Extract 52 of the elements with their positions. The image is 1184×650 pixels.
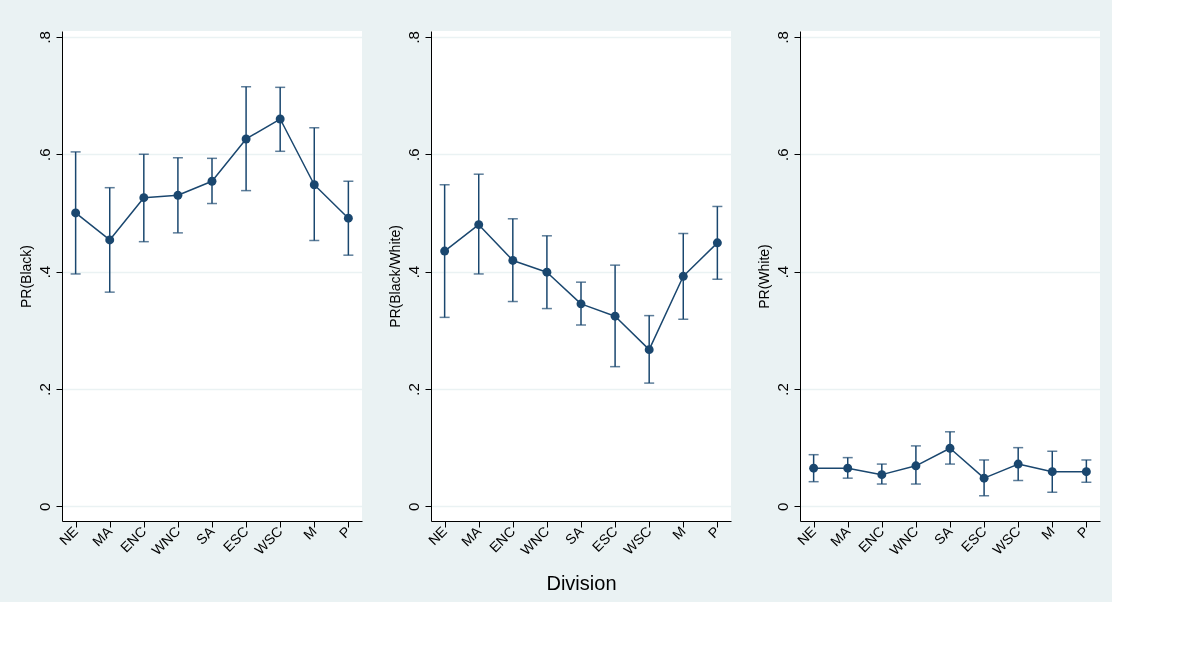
y-tick-label: 0 [773, 502, 791, 511]
point [474, 220, 484, 230]
y-axis-title: PR(White) [755, 244, 772, 309]
y-tick-label: .8 [35, 31, 53, 44]
x-tick-label: M [300, 523, 320, 543]
y-tick-label: .2 [773, 383, 791, 396]
point [678, 271, 688, 281]
point [508, 255, 518, 265]
y-tick-label: .2 [35, 383, 53, 396]
y-tick-label: .6 [35, 148, 53, 161]
point [309, 180, 319, 190]
y-tick-label: 0 [404, 502, 422, 511]
x-tick-label: M [669, 523, 689, 543]
y-tick-label: .6 [773, 148, 791, 161]
point [105, 235, 115, 245]
y-tick-label: .4 [404, 265, 422, 279]
x-tick-label: P [704, 523, 723, 542]
point [241, 134, 251, 144]
point [207, 176, 217, 186]
point [610, 311, 620, 321]
x-tick-label: NE [425, 523, 451, 549]
point [712, 238, 722, 248]
point [71, 208, 81, 218]
point [139, 193, 149, 203]
x-tick-label: NE [794, 523, 820, 549]
y-tick-label: 0 [35, 502, 53, 511]
x-tick-label: MA [827, 522, 854, 550]
y-tick-label: .4 [773, 265, 791, 279]
y-axis-title: PR(Black/White) [386, 225, 403, 328]
x-tick-label: M [1038, 523, 1058, 543]
x-tick-label: MA [89, 522, 116, 550]
point [644, 345, 654, 355]
point [275, 114, 285, 124]
point [542, 267, 552, 277]
x-axis-title: Division [546, 572, 617, 595]
point [440, 246, 450, 256]
x-tick-label: NE [56, 523, 82, 549]
x-tick-label: P [335, 523, 354, 542]
x-tick-label: MA [458, 522, 485, 550]
point [173, 190, 183, 200]
y-tick-label: .8 [404, 31, 422, 44]
y-axis-title: PR(Black) [17, 244, 34, 309]
y-tick-label: .2 [404, 383, 422, 396]
y-tick-label: .4 [35, 265, 53, 279]
y-tick-label: .6 [404, 148, 422, 161]
x-tick-label: SA [192, 522, 218, 548]
y-tick-label: .8 [773, 31, 791, 44]
x-tick-label: SA [561, 522, 587, 548]
point [576, 299, 586, 309]
x-tick-label: P [1073, 523, 1092, 542]
point [343, 213, 353, 223]
x-tick-label: SA [930, 522, 956, 548]
